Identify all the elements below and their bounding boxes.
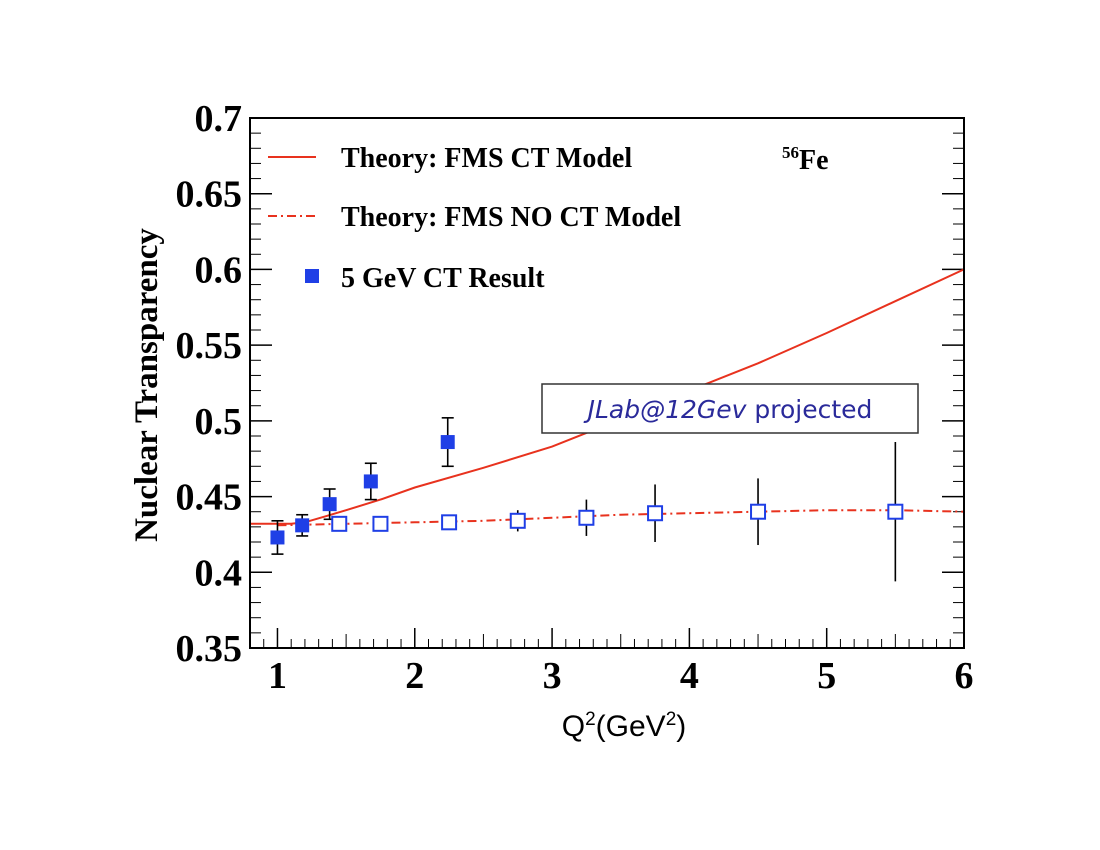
isotope-mass-number: 56: [782, 143, 799, 162]
plot-frame: [249, 117, 965, 649]
x-axis-title: Q2(GeV2): [562, 709, 687, 743]
projected-point: [441, 514, 458, 531]
x-axis-title-part: (GeV: [596, 710, 666, 743]
x-tick-labels: 1 2 3 4 5 6: [268, 655, 974, 697]
ct-result-point: [440, 435, 455, 450]
isotope-label: 56Fe: [782, 143, 829, 176]
y-axis-title: Nuclear Transparency: [129, 228, 165, 542]
legend: Theory: FMS CT Model Theory: FMS NO CT M…: [268, 143, 681, 294]
y-tick-labels: 0.35 0.4 0.45 0.5 0.55 0.6 0.65 0.7: [176, 98, 243, 670]
y-tick-label: 0.65: [176, 174, 243, 216]
callout-plain-part: projected: [746, 395, 872, 424]
projection-callout-text: JLab@12Gev projected: [583, 395, 873, 424]
y-axis-title-group: Nuclear Transparency: [129, 228, 165, 542]
x-axis-title-part: Q: [562, 710, 585, 743]
y-tick-label: 0.7: [195, 98, 243, 140]
projected-point: [578, 509, 595, 526]
projected-point: [372, 515, 389, 532]
y-tick-label: 0.55: [176, 325, 243, 367]
no-ct-model-curve: [277, 509, 965, 527]
y-tick-label: 0.35: [176, 628, 243, 670]
projection-callout-box: [541, 383, 919, 434]
y-tick-label: 0.5: [195, 401, 243, 443]
x-axis-title-superscript: 2: [666, 709, 677, 730]
isotope-symbol: Fe: [799, 145, 829, 176]
projection-callout: JLab@12Gev projected: [541, 383, 919, 434]
legend-label-5gev-result: 5 GeV CT Result: [341, 263, 545, 294]
legend-label-ct-model: Theory: FMS CT Model: [341, 143, 632, 174]
y-tick-label: 0.4: [195, 552, 243, 594]
y-tick-label: 0.6: [195, 249, 243, 291]
ct-result-point: [270, 530, 285, 545]
x-axis-title-superscript: 2: [585, 709, 596, 730]
legend-swatch-5gev-result: [305, 269, 319, 283]
projected-point: [509, 512, 526, 529]
x-axis-title-part: ): [676, 710, 686, 743]
x-tick-label: 5: [817, 655, 836, 697]
callout-italic-part: JLab@12Gev: [583, 395, 748, 424]
x-tick-label: 3: [543, 655, 562, 697]
y-tick-label: 0.45: [176, 477, 243, 519]
x-tick-label: 2: [405, 655, 424, 697]
projected-point: [750, 503, 767, 520]
ct-result-point: [295, 518, 310, 533]
projected-point: [331, 515, 348, 532]
x-tick-label: 1: [268, 655, 287, 697]
x-tick-label: 6: [955, 655, 974, 697]
x-tick-label: 4: [680, 655, 699, 697]
ct-result-point: [363, 474, 378, 489]
projected-point: [647, 505, 664, 522]
legend-label-no-ct-model: Theory: FMS NO CT Model: [341, 202, 681, 233]
axis-ticks: [249, 117, 965, 649]
series-layer: [250, 268, 965, 582]
projected-point: [887, 503, 904, 520]
ct-result-point: [322, 497, 337, 512]
